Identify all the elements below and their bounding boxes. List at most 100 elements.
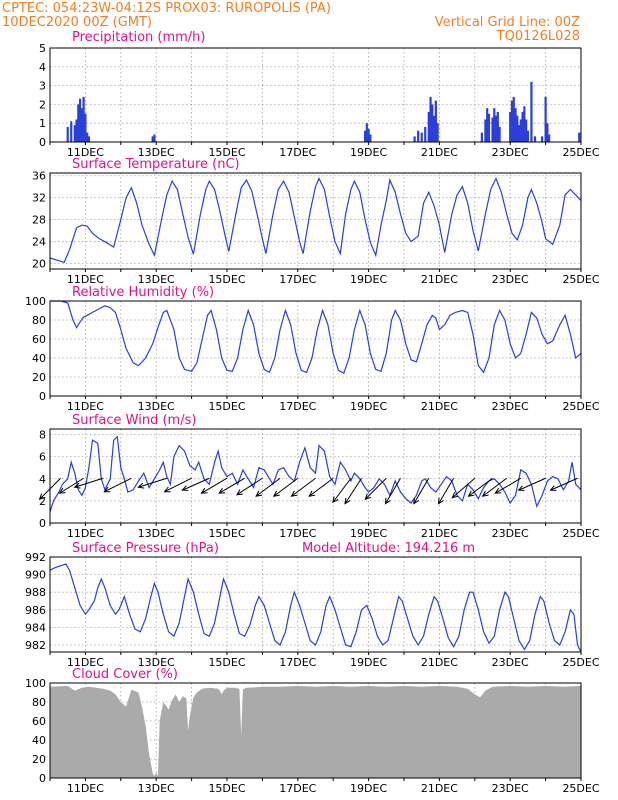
precipitation-bar	[484, 119, 487, 142]
wind-vector	[255, 477, 281, 497]
pressure-frame	[49, 556, 582, 653]
wind-vector	[344, 477, 362, 505]
precipitation-bar	[436, 123, 439, 142]
wind-vector-head	[255, 490, 263, 497]
precipitation-bar	[530, 81, 533, 142]
precipitation-bar	[420, 132, 423, 142]
cloud-cover-ytick-label: 40	[32, 734, 46, 747]
temperature-line	[49, 176, 582, 264]
precipitation-bar	[151, 136, 154, 142]
humidity-xtick-label: 17DEC	[279, 400, 316, 413]
temperature-ytick-label: 32	[32, 192, 46, 205]
precipitation-bar	[498, 126, 501, 142]
pressure-line	[49, 563, 582, 653]
wind-vector-head	[413, 497, 420, 505]
wind-xtick-label: 13DEC	[138, 527, 175, 540]
precipitation-bar	[516, 115, 519, 142]
panel-title-precipitation: Precipitation (mm/h)	[72, 30, 205, 45]
precipitation-bar	[369, 134, 372, 142]
pressure-xtick-label: 11DEC	[67, 656, 104, 669]
wind-vector-head	[438, 497, 444, 505]
wind-line	[49, 435, 582, 513]
humidity-ytick-label: 40	[32, 352, 46, 365]
wind-vector	[164, 477, 192, 493]
precipitation-bar	[413, 136, 416, 142]
panel-title-humidity: Relative Humidity (%)	[72, 285, 214, 300]
precipitation-ytick-label: 3	[39, 80, 46, 93]
wind-vector-head	[218, 487, 226, 494]
cloud-cover-ytick-label: 0	[39, 772, 46, 785]
humidity-ytick-label: 80	[32, 314, 46, 327]
wind-vector-head	[137, 482, 145, 489]
wind-xtick-label: 23DEC	[492, 527, 529, 540]
humidity-xtick-label: 13DEC	[138, 400, 175, 413]
precipitation-bar	[75, 119, 78, 142]
wind-vector-head	[364, 493, 372, 500]
wind-vector-head	[308, 490, 316, 497]
header-run-time: 10DEC2020 00Z (GMT)	[2, 15, 152, 30]
precipitation-xtick-label: 13DEC	[138, 146, 175, 159]
precipitation-ytick-label: 0	[39, 136, 46, 149]
cloud-cover-ytick-label: 20	[32, 753, 46, 766]
precipitation-bar	[82, 96, 85, 142]
wind-vector	[451, 477, 476, 499]
temperature-ytick-label: 20	[32, 258, 46, 271]
precipitation-bar	[544, 96, 547, 142]
precipitation-bar	[486, 108, 489, 142]
wind-vector-head	[467, 490, 475, 497]
wind-vector	[482, 477, 507, 497]
humidity-ytick-label: 20	[32, 371, 46, 384]
wind-vector	[74, 477, 104, 488]
precipitation-bar	[427, 111, 430, 142]
wind-vector	[438, 477, 454, 504]
precipitation-bar	[367, 128, 370, 142]
humidity-ytick-label: 0	[39, 390, 46, 403]
wind-vector-head	[451, 492, 459, 499]
wind-vector	[495, 477, 522, 494]
wind-ytick-label: 8	[39, 429, 46, 442]
precipitation-bar	[509, 111, 512, 142]
precipitation-bar	[523, 106, 526, 142]
wind-frame	[49, 428, 582, 524]
wind-vector-head	[38, 493, 46, 500]
cloud-cover-xtick-label: 21DEC	[421, 782, 458, 795]
wind-vector-head	[344, 497, 351, 505]
cloud-cover-xtick-label: 17DEC	[279, 782, 316, 795]
wind-vector-head	[163, 486, 171, 493]
wind-vector-head	[235, 489, 243, 496]
wind-xtick-label: 17DEC	[279, 527, 316, 540]
pressure-ytick-label: 988	[25, 586, 46, 599]
temperature-xtick-label: 23DEC	[492, 273, 529, 286]
wind-vector-head	[517, 485, 525, 491]
wind-ytick-label: 4	[39, 473, 46, 486]
pressure-xtick-label: 21DEC	[421, 656, 458, 669]
precipitation-bar	[424, 126, 427, 142]
precipitation-bar	[548, 134, 551, 142]
humidity-ytick-label: 60	[32, 333, 46, 346]
precipitation-bar	[86, 132, 89, 142]
panel-title-temperature: Surface Temperature (nC)	[72, 157, 240, 172]
wind-ytick-label: 2	[39, 495, 46, 508]
cloud-cover-xtick-label: 25DEC	[562, 782, 599, 795]
wind-vector	[550, 477, 578, 491]
cloud-cover-xtick-label: 19DEC	[350, 782, 387, 795]
humidity-line	[50, 300, 582, 375]
precipitation-bar	[525, 119, 528, 142]
cloud-cover-ytick-label: 60	[32, 715, 46, 728]
wind-vector	[385, 477, 401, 504]
wind-vector-head	[58, 487, 66, 494]
precipitation-bar	[480, 132, 483, 142]
temperature-xtick-label: 25DEC	[562, 273, 599, 286]
precipitation-bar	[521, 111, 524, 142]
precipitation-bar	[84, 113, 87, 142]
wind-xtick-label: 11DEC	[67, 527, 104, 540]
precipitation-bar	[514, 108, 517, 142]
humidity-ytick-label: 100	[25, 295, 46, 308]
temperature-xtick-label: 13DEC	[138, 273, 175, 286]
wind-vector-head	[181, 485, 189, 491]
precipitation-bar	[512, 96, 515, 142]
cloud-cover-ytick-label: 100	[25, 677, 46, 690]
wind-vector	[273, 477, 299, 497]
precipitation-bar	[546, 123, 549, 142]
precipitation-bar	[73, 125, 76, 142]
